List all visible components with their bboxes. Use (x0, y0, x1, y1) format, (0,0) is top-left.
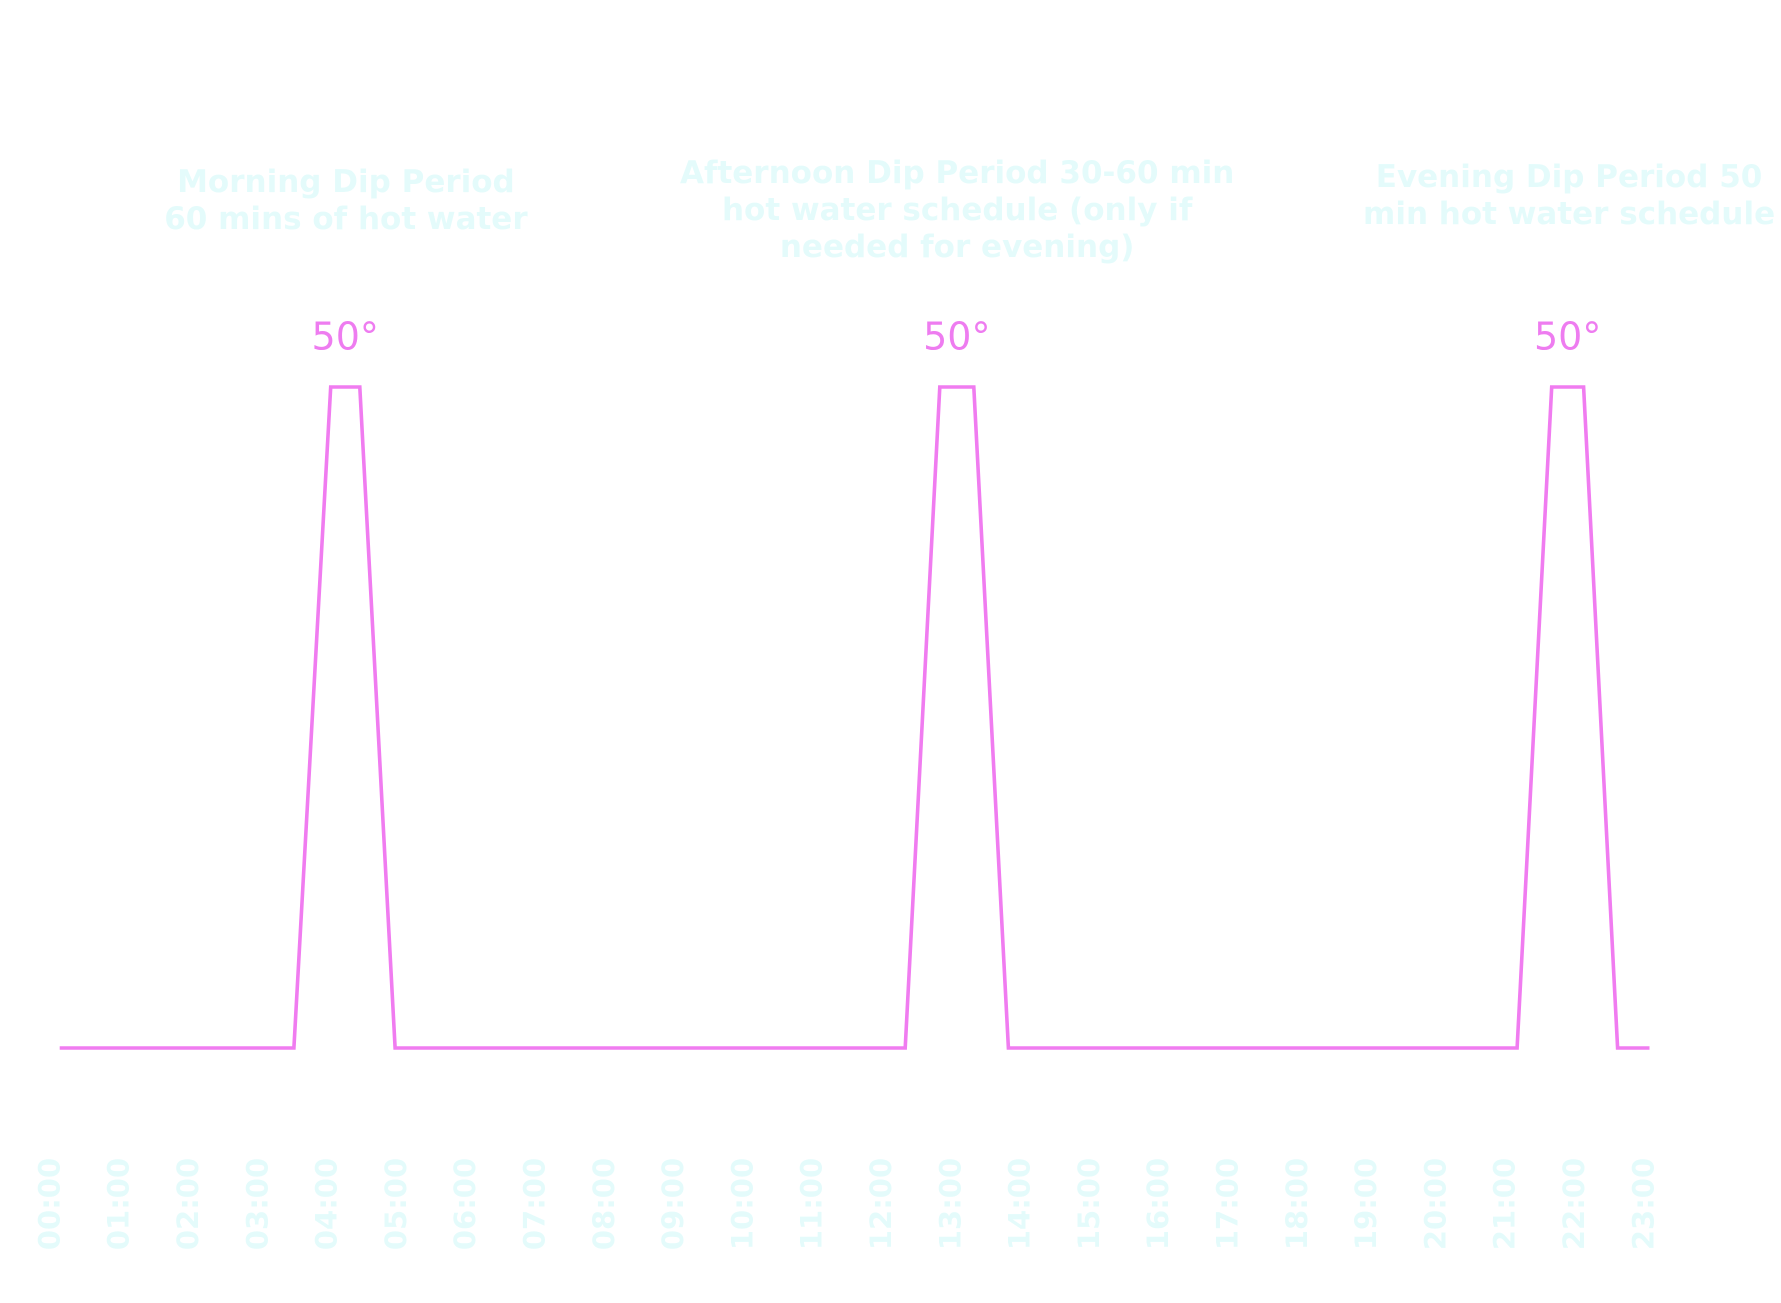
x-tick-label: 23:00 (1626, 1158, 1660, 1250)
line (59, 385, 1650, 1050)
value-label: 50° (1534, 315, 1601, 359)
x-tick-label: 08:00 (587, 1158, 621, 1250)
x-tick-label: 07:00 (518, 1158, 552, 1250)
x-tick-label: 01:00 (102, 1158, 136, 1250)
x-tick-label: 21:00 (1488, 1158, 1522, 1250)
x-tick-label: 15:00 (1072, 1158, 1106, 1250)
annotation-line: Morning Dip Period (177, 164, 515, 200)
x-tick-label: 16:00 (1141, 1158, 1175, 1250)
x-tick-label: 22:00 (1557, 1158, 1591, 1250)
annotation-line: Afternoon Dip Period 30-60 min (680, 155, 1234, 191)
annotation-line: 60 mins of hot water (164, 201, 528, 237)
value-label: 50° (923, 315, 990, 359)
x-tick-label: 11:00 (795, 1158, 829, 1250)
x-tick-label: 10:00 (725, 1158, 759, 1250)
annotation: Evening Dip Period 50 min hot water sched… (1363, 159, 1775, 232)
annotation-line: hot water schedule (only if (722, 192, 1193, 228)
annotation: Morning Dip Period 60 mins of hot water (164, 164, 528, 237)
annotation-line: min hot water schedule (1363, 196, 1775, 232)
annotation: Afternoon Dip Period 30-60 min hot water … (680, 155, 1234, 265)
x-tick-label: 12:00 (864, 1158, 898, 1250)
x-tick-label: 20:00 (1418, 1158, 1452, 1250)
value-label: 50° (312, 315, 379, 359)
x-tick-label: 02:00 (171, 1158, 205, 1250)
x-tick-label: 03:00 (240, 1158, 274, 1250)
x-tick-label: 06:00 (448, 1158, 482, 1250)
x-tick-label: 13:00 (933, 1158, 967, 1250)
x-tick-label: 18:00 (1280, 1158, 1314, 1250)
x-tick-label: 00:00 (32, 1158, 66, 1250)
x-tick-label: 17:00 (1211, 1158, 1245, 1250)
x-tick-label: 05:00 (379, 1158, 413, 1250)
x-tick-label: 14:00 (1003, 1158, 1037, 1250)
x-tick-label: 19:00 (1349, 1158, 1383, 1250)
annotation-line: Evening Dip Period 50 (1376, 159, 1763, 195)
x-tick-label: 04:00 (310, 1158, 344, 1250)
annotation-line: needed for evening) (780, 229, 1135, 265)
x-tick-label: 09:00 (656, 1158, 690, 1250)
